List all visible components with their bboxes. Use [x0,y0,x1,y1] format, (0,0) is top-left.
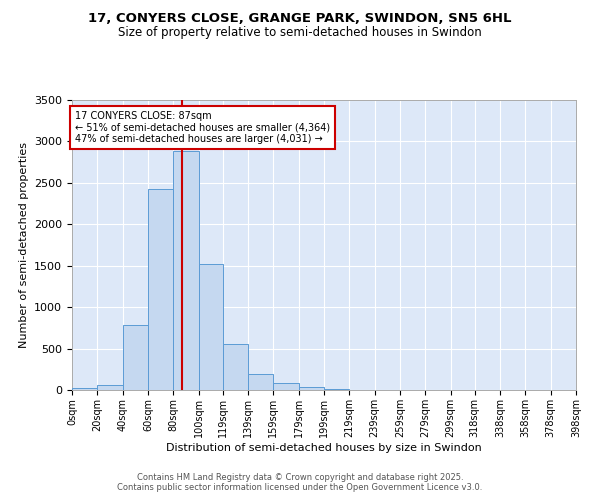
Text: 17, CONYERS CLOSE, GRANGE PARK, SWINDON, SN5 6HL: 17, CONYERS CLOSE, GRANGE PARK, SWINDON,… [88,12,512,26]
Bar [248,374,274,390]
Bar [324,389,349,390]
Text: Size of property relative to semi-detached houses in Swindon: Size of property relative to semi-detach… [118,26,482,39]
Bar [299,387,324,390]
Bar [122,326,148,390]
Y-axis label: Number of semi-detached properties: Number of semi-detached properties [19,142,29,348]
Text: Contains HM Land Registry data © Crown copyright and database right 2025.: Contains HM Land Registry data © Crown c… [137,472,463,482]
Text: Contains public sector information licensed under the Open Government Licence v3: Contains public sector information licen… [118,484,482,492]
Text: 17 CONYERS CLOSE: 87sqm
← 51% of semi-detached houses are smaller (4,364)
47% of: 17 CONYERS CLOSE: 87sqm ← 51% of semi-de… [74,111,329,144]
Bar [173,152,199,390]
Bar [199,264,223,390]
Bar [148,188,173,390]
Bar [274,382,299,390]
X-axis label: Distribution of semi-detached houses by size in Swindon: Distribution of semi-detached houses by … [166,442,482,452]
Bar [97,385,122,390]
Bar [223,344,248,390]
Bar [72,388,97,390]
